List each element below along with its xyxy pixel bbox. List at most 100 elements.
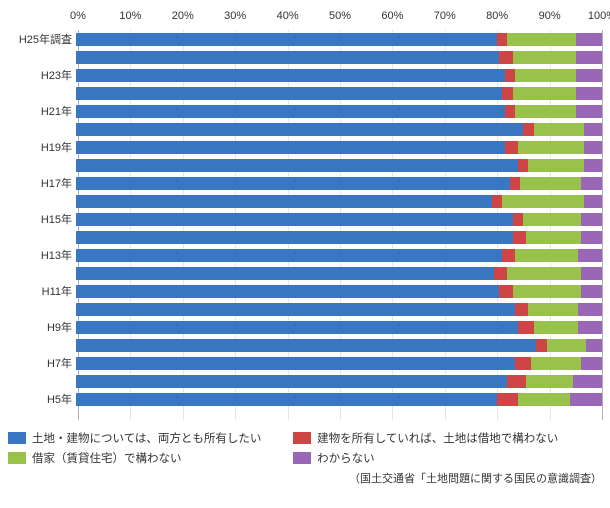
bar-segment-own_both <box>76 321 518 334</box>
bar-segment-rent_ok <box>518 141 584 154</box>
bar-row <box>8 156 602 174</box>
bar-track <box>76 159 602 172</box>
bar-track <box>76 87 602 100</box>
bar-segment-leasehold <box>497 33 508 46</box>
bar-segment-rent_ok <box>515 105 575 118</box>
bar-segment-leasehold <box>505 141 518 154</box>
bar-segment-rent_ok <box>515 69 575 82</box>
bar-track <box>76 303 602 316</box>
bar-track <box>76 141 602 154</box>
legend-swatch <box>8 432 26 444</box>
legend-item: 建物を所有していれば、土地は借地で構わない <box>293 428 578 448</box>
legend-label: 借家（賃貸住宅）で構わない <box>32 450 182 466</box>
bar-segment-dont_know <box>584 159 602 172</box>
bar-segment-own_both <box>76 249 502 262</box>
x-axis: 0%10%20%30%40%50%60%70%80%90%100% <box>78 10 602 28</box>
bar-segment-leasehold <box>492 195 503 208</box>
bar-segment-rent_ok <box>507 267 581 280</box>
y-axis-label: H5年 <box>8 391 76 407</box>
bar-segment-leasehold <box>502 249 515 262</box>
bar-segment-own_both <box>76 375 507 388</box>
bar-segment-dont_know <box>584 141 602 154</box>
bar-segment-leasehold <box>497 393 518 406</box>
bar-segment-leasehold <box>536 339 547 352</box>
bar-row <box>8 228 602 246</box>
source-citation: （国土交通省「土地問題に関する国民の意識調査） <box>8 470 602 486</box>
bar-segment-own_both <box>76 105 505 118</box>
bar-segment-rent_ok <box>513 87 576 100</box>
y-axis-label: H11年 <box>8 283 76 299</box>
bar-segment-leasehold <box>513 231 526 244</box>
x-tick-label: 70% <box>434 10 456 22</box>
legend-swatch <box>8 452 26 464</box>
bar-row: H17年 <box>8 174 602 192</box>
bar-segment-own_both <box>76 69 505 82</box>
bar-segment-dont_know <box>586 339 602 352</box>
bar-row <box>8 84 602 102</box>
bar-track <box>76 375 602 388</box>
bar-segment-own_both <box>76 51 499 64</box>
bar-segment-dont_know <box>584 195 602 208</box>
x-tick-label: 80% <box>486 10 508 22</box>
bar-row <box>8 48 602 66</box>
bar-segment-dont_know <box>581 213 602 226</box>
x-tick-label: 20% <box>172 10 194 22</box>
bar-segment-dont_know <box>576 87 602 100</box>
bar-segment-own_both <box>76 267 494 280</box>
legend-swatch <box>293 432 311 444</box>
y-axis-label: H19年 <box>8 139 76 155</box>
bar-segment-own_both <box>76 339 536 352</box>
bar-segment-own_both <box>76 159 518 172</box>
bar-segment-leasehold <box>502 87 513 100</box>
bar-segment-rent_ok <box>518 393 571 406</box>
bars-region: H25年調査H23年H21年H19年H17年H15年H13年H11年H9年H7年… <box>8 30 602 420</box>
bar-track <box>76 33 602 46</box>
bar-segment-own_both <box>76 177 510 190</box>
gridline <box>602 30 603 420</box>
bar-segment-leasehold <box>523 123 534 136</box>
bar-track <box>76 339 602 352</box>
bar-row <box>8 372 602 390</box>
bar-segment-dont_know <box>578 321 602 334</box>
bar-segment-own_both <box>76 231 513 244</box>
bar-segment-own_both <box>76 393 497 406</box>
legend-label: わからない <box>317 450 375 466</box>
bar-segment-dont_know <box>573 375 602 388</box>
bar-track <box>76 249 602 262</box>
bar-segment-dont_know <box>570 393 602 406</box>
bar-segment-rent_ok <box>534 321 579 334</box>
bar-segment-leasehold <box>494 267 507 280</box>
bar-row <box>8 120 602 138</box>
bar-track <box>76 393 602 406</box>
chart-container: 0%10%20%30%40%50%60%70%80%90%100% H25年調査… <box>0 0 610 494</box>
bar-row: H11年 <box>8 282 602 300</box>
bar-segment-rent_ok <box>528 303 578 316</box>
bar-row <box>8 300 602 318</box>
x-tick-label: 50% <box>329 10 351 22</box>
bar-segment-rent_ok <box>526 231 581 244</box>
bar-track <box>76 357 602 370</box>
bar-segment-rent_ok <box>526 375 573 388</box>
bar-segment-leasehold <box>515 303 528 316</box>
bar-segment-own_both <box>76 141 505 154</box>
legend-swatch <box>293 452 311 464</box>
bar-segment-dont_know <box>576 69 602 82</box>
bar-row: H13年 <box>8 246 602 264</box>
legend-item: 借家（賃貸住宅）で構わない <box>8 448 293 468</box>
legend-item: 土地・建物については、両方とも所有したい <box>8 428 293 448</box>
bar-row: H23年 <box>8 66 602 84</box>
bar-track <box>76 123 602 136</box>
bar-track <box>76 321 602 334</box>
bar-segment-dont_know <box>578 303 602 316</box>
bar-row <box>8 192 602 210</box>
bar-segment-own_both <box>76 285 499 298</box>
bar-segment-own_both <box>76 357 515 370</box>
bar-segment-own_both <box>76 195 492 208</box>
bar-row: H5年 <box>8 390 602 408</box>
y-axis-label: H15年 <box>8 211 76 227</box>
legend-item: わからない <box>293 448 578 468</box>
bar-segment-own_both <box>76 303 515 316</box>
y-axis-label: H9年 <box>8 319 76 335</box>
bar-segment-leasehold <box>507 375 525 388</box>
bar-segment-leasehold <box>518 321 534 334</box>
